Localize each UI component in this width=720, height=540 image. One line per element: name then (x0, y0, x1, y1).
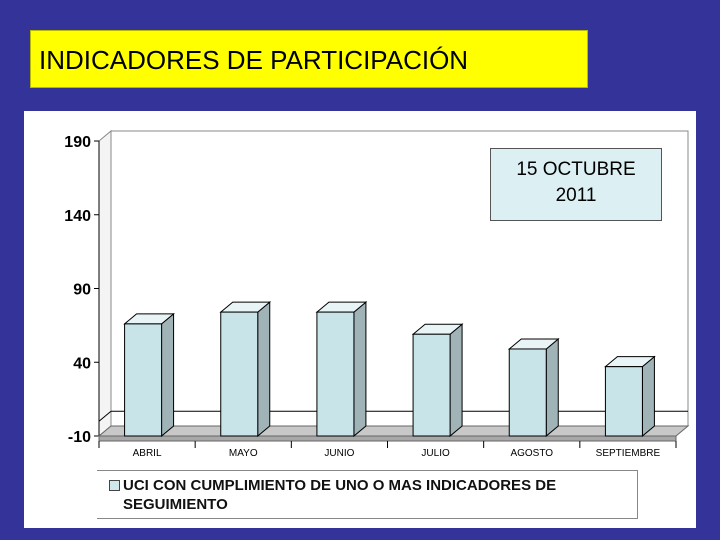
y-tick-label: -10 (68, 429, 91, 446)
date-annotation: 15 OCTUBRE 2011 (490, 148, 662, 221)
bar (220, 311, 259, 437)
floor-top (97, 425, 690, 437)
bar (604, 366, 643, 437)
date-line-2: 2011 (555, 185, 597, 206)
bar-side (641, 355, 655, 438)
legend-swatch (109, 480, 120, 491)
bar-side (353, 301, 367, 438)
x-category-label: MAYO (229, 448, 258, 459)
floor-front (98, 435, 677, 442)
x-category-label: AGOSTO (510, 448, 553, 459)
bar (316, 311, 355, 437)
y-tick-label: 40 (73, 355, 91, 372)
bar (124, 323, 163, 437)
y-tick-label: 190 (64, 134, 91, 151)
page-title: INDICADORES DE PARTICIPACIÓN (39, 45, 469, 75)
x-category-label: SEPTIEMBRE (596, 448, 661, 459)
title-banner: INDICADORES DE PARTICIPACIÓN (30, 30, 588, 88)
bar (412, 333, 451, 437)
zero-line-side (98, 410, 112, 422)
bar (508, 348, 547, 437)
chart-legend: UCI CON CUMPLIMIENTO DE UNO O MAS INDICA… (97, 470, 638, 519)
legend-label: UCI CON CUMPLIMIENTO DE UNO O MAS INDICA… (123, 477, 557, 513)
x-category-label: ABRIL (133, 448, 162, 459)
bar-side (257, 301, 271, 438)
bar-side (449, 323, 463, 438)
y-tick-label: 90 (73, 282, 91, 299)
x-category-label: JUNIO (324, 448, 354, 459)
bar-side (545, 337, 559, 438)
plot-side-wall (98, 129, 112, 438)
y-tick-label: 140 (64, 208, 91, 225)
date-line-1: 15 OCTUBRE (516, 159, 636, 180)
x-category-label: JULIO (421, 448, 450, 459)
bar-side (161, 312, 175, 438)
